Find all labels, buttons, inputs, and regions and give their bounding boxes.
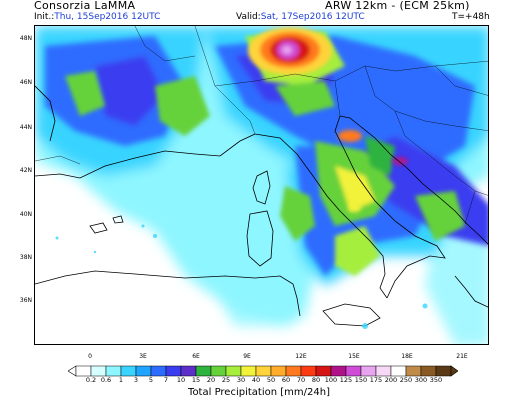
colorbar-segment (420, 365, 437, 377)
colorbar-tick-label: 350 (429, 376, 443, 384)
lat-label-44n: 44N (19, 124, 32, 131)
map-canvas (35, 26, 488, 344)
colorbar-segment (315, 365, 332, 377)
colorbar-arrow-left (68, 365, 77, 377)
colorbar-segment (240, 365, 257, 377)
colorbar-segment (150, 365, 167, 377)
lon-label-12e: 12E (295, 353, 307, 360)
colorbar-tick-label: 100 (324, 376, 338, 384)
precipitation-map (34, 25, 489, 345)
colorbar-tick-label: 300 (414, 376, 428, 384)
colorbar-tick-label: 15 (191, 376, 201, 384)
colorbar-arrow-right (450, 365, 458, 377)
colorbar-tick-label: 3 (133, 376, 139, 384)
colorbar-segment (195, 365, 212, 377)
colorbar-segment (285, 365, 302, 377)
colorbar-segment (105, 365, 122, 377)
colorbar-tick-label: 20 (206, 376, 216, 384)
lat-label-42n: 42N (19, 167, 32, 174)
colorbar-title: Total Precipitation [mm/24h] (188, 387, 330, 398)
colorbar-segment (345, 365, 362, 377)
lat-label-38n: 38N (19, 254, 32, 261)
valid-time: Valid:Sat, 17Sep2016 12UTC (236, 12, 365, 22)
colorbar-tick-label: 175 (369, 376, 383, 384)
colorbar-tick-label: 0.2 (85, 376, 97, 384)
colorbar-tick-label: 125 (339, 376, 353, 384)
colorbar (68, 365, 458, 377)
lon-label-6e: 6E (192, 353, 200, 360)
colorbar-segment (120, 365, 137, 377)
colorbar-tick-label: 10 (176, 376, 186, 384)
colorbar-segment (165, 365, 182, 377)
colorbar-tick-label: 250 (399, 376, 413, 384)
colorbar-tick-label: 0.6 (100, 376, 112, 384)
colorbar-tick-label: 1 (118, 376, 124, 384)
colorbar-tick-label: 200 (384, 376, 398, 384)
forecast-step: T=+48h (452, 12, 490, 22)
colorbar-segment (390, 365, 407, 377)
colorbar-segment (135, 365, 152, 377)
coastlines (35, 85, 488, 327)
colorbar-segment (375, 365, 392, 377)
colorbar-segment (90, 365, 107, 377)
lon-label-3e: 3E (139, 353, 147, 360)
colorbar-tick-label: 70 (296, 376, 306, 384)
lat-label-48n: 48N (19, 35, 32, 42)
lon-label-18e: 18E (401, 353, 413, 360)
colorbar-tick-label: 150 (354, 376, 368, 384)
colorbar-tick-label: 7 (163, 376, 169, 384)
colorbar-tick-label: 30 (236, 376, 246, 384)
precip-extreme-core (248, 27, 408, 212)
colorbar-segment (330, 365, 347, 377)
colorbar-segment (405, 365, 422, 377)
lon-label-9e: 9E (243, 353, 251, 360)
lat-label-46n: 46N (19, 79, 32, 86)
colorbar-tick-label: 25 (221, 376, 231, 384)
model-title: ARW 12km - (ECM 25km) (325, 0, 470, 12)
valid-value: Sat, 17Sep2016 12UTC (260, 12, 365, 22)
borders (35, 26, 488, 225)
colorbar-segment (180, 365, 197, 377)
colorbar-tick-label: 80 (311, 376, 321, 384)
colorbar-segment (270, 365, 287, 377)
lon-label-0: 0 (88, 353, 92, 360)
colorbar-segment (360, 365, 377, 377)
colorbar-segment (210, 365, 227, 377)
colorbar-segment (300, 365, 317, 377)
colorbar-segment (75, 365, 92, 377)
colorbar-segment (225, 365, 242, 377)
lat-label-36n: 36N (19, 297, 32, 304)
colorbar-tick-label: 60 (281, 376, 291, 384)
colorbar-tick-label: 50 (266, 376, 276, 384)
lon-label-21e: 21E (456, 353, 468, 360)
colorbar-tick-label: 40 (251, 376, 261, 384)
sea-showers (55, 224, 428, 329)
lon-label-15e: 15E (348, 353, 360, 360)
init-value: Thu, 15Sep2016 12UTC (54, 12, 161, 22)
colorbar-tick-label: 5 (148, 376, 154, 384)
colorbar-segment (435, 365, 452, 377)
init-time: Init.:Thu, 15Sep2016 12UTC (34, 12, 160, 22)
organization-title: Consorzia LaMMA (34, 0, 136, 12)
valid-label: Valid: (236, 12, 261, 22)
lat-label-40n: 40N (19, 211, 32, 218)
init-label: Init.: (34, 12, 55, 22)
colorbar-segment (255, 365, 272, 377)
